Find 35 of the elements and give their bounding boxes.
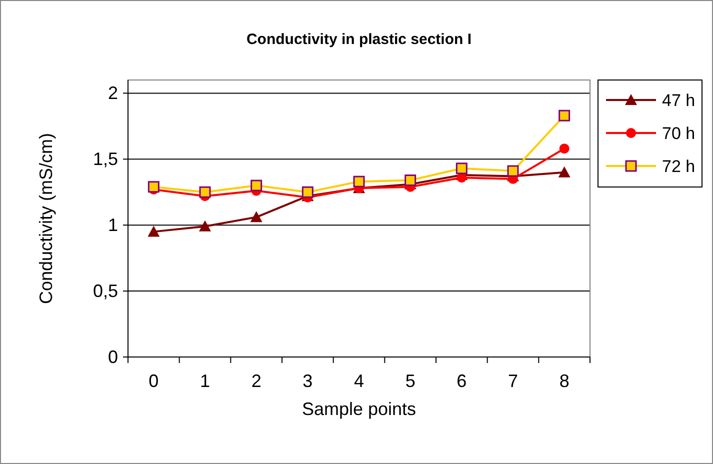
x-tick-label: 8 bbox=[559, 371, 570, 391]
y-tick-label: 2 bbox=[108, 83, 118, 104]
x-axis-title: Sample points bbox=[302, 399, 416, 419]
y-tick-label: 1 bbox=[108, 215, 118, 236]
x-tick-label: 4 bbox=[354, 371, 364, 391]
legend-label: 47 h bbox=[662, 91, 696, 110]
x-tick-label: 1 bbox=[200, 371, 210, 391]
x-tick-label: 6 bbox=[456, 371, 467, 391]
point bbox=[507, 165, 519, 177]
point bbox=[456, 172, 467, 183]
y-tick-label: 0,5 bbox=[92, 281, 118, 302]
x-tick-label: 2 bbox=[251, 371, 262, 391]
point bbox=[302, 186, 314, 198]
point bbox=[456, 162, 468, 174]
x-tick-label: 0 bbox=[148, 371, 159, 391]
point bbox=[148, 226, 160, 237]
point bbox=[148, 181, 160, 193]
point bbox=[199, 220, 211, 232]
legend-label: 70 h bbox=[662, 124, 696, 143]
legend-label: 72 h bbox=[662, 157, 696, 176]
point bbox=[558, 110, 570, 122]
point bbox=[353, 176, 365, 188]
point bbox=[250, 211, 262, 222]
x-tick-label: 5 bbox=[405, 371, 416, 391]
y-tick-label: 0 bbox=[108, 347, 118, 367]
chart-title: Conductivity in plastic section I bbox=[246, 31, 472, 48]
x-tick-label: 3 bbox=[302, 371, 313, 391]
y-tick-label: 1,5 bbox=[92, 149, 118, 170]
point bbox=[250, 180, 262, 192]
point bbox=[558, 166, 570, 178]
point bbox=[199, 186, 211, 198]
point bbox=[404, 174, 416, 186]
point bbox=[559, 144, 570, 154]
x-tick-label: 7 bbox=[508, 371, 518, 391]
y-axis-title: Conductivity (mS/cm) bbox=[36, 132, 56, 304]
